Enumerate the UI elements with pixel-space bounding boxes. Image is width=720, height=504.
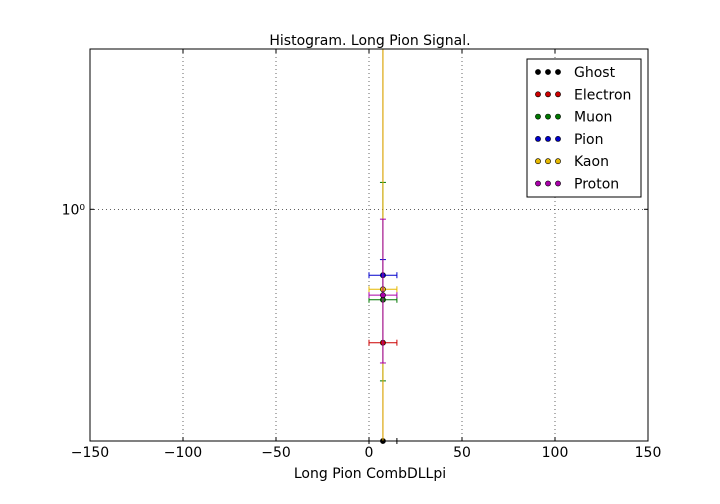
legend-entry-pion: Pion xyxy=(535,132,603,148)
legend-marker xyxy=(545,69,551,75)
legend-entry-proton: Proton xyxy=(535,177,619,193)
x-tick-label: 100 xyxy=(542,445,569,461)
legend-label: Ghost xyxy=(574,65,616,81)
legend-marker xyxy=(535,158,541,165)
legend-box xyxy=(526,58,642,198)
legend-marker xyxy=(555,135,561,142)
chart-title: Histogram. Long Pion Signal. xyxy=(269,33,470,49)
x-tick-label: −50 xyxy=(261,445,291,461)
legend-entry-electron: Electron xyxy=(535,87,631,103)
x-axis-label: Long Pion CombDLLpi xyxy=(294,466,446,482)
x-tick-label: 50 xyxy=(453,445,471,461)
x-tick-label: −150 xyxy=(71,445,109,461)
legend-marker xyxy=(555,158,561,165)
legend-entry-ghost: Ghost xyxy=(535,65,616,81)
legend-label: Pion xyxy=(574,132,603,148)
legend-label: Muon xyxy=(574,110,612,126)
x-tick-label: −100 xyxy=(164,445,202,461)
legend-marker xyxy=(555,69,561,75)
legend-label: Electron xyxy=(574,87,631,103)
legend-entry-muon: Muon xyxy=(535,110,612,126)
legend-marker xyxy=(555,180,561,187)
x-tick-label: 0 xyxy=(365,445,374,461)
y-tick-label: 10⁰ xyxy=(62,202,86,218)
legend-entry-kaon: Kaon xyxy=(535,154,609,170)
legend-marker xyxy=(535,91,541,98)
data-series xyxy=(368,49,398,444)
legend-marker xyxy=(545,91,551,98)
legend-marker xyxy=(535,69,541,75)
data-point xyxy=(380,292,386,299)
legend-marker xyxy=(555,91,561,98)
legend-label: Proton xyxy=(574,177,619,193)
legend-marker xyxy=(555,113,561,120)
series-proton xyxy=(368,218,398,364)
legend-marker xyxy=(545,113,551,120)
grid-lines xyxy=(90,49,648,441)
x-tick-label: 150 xyxy=(635,445,662,461)
legend-marker xyxy=(535,180,541,187)
legend-marker xyxy=(545,180,551,187)
legend-marker xyxy=(545,158,551,165)
legend-marker xyxy=(535,113,541,120)
legend-marker xyxy=(545,135,551,142)
legend-label: Kaon xyxy=(574,154,609,170)
legend-marker xyxy=(535,135,541,142)
axis-ticks: −150 −100 −50 0 50 100 150 10⁰ xyxy=(62,49,662,461)
legend: Ghost Electron Muon Pion Kaon Proton xyxy=(526,58,642,198)
plot-frame xyxy=(89,48,649,442)
